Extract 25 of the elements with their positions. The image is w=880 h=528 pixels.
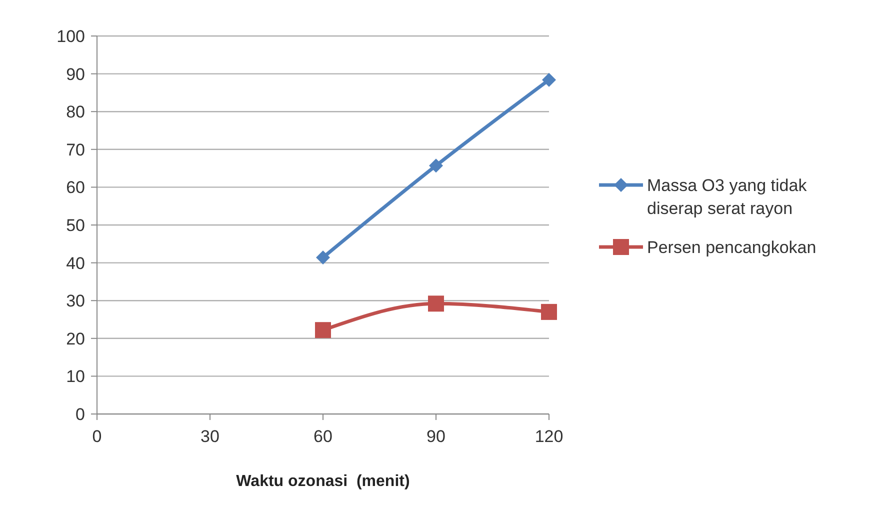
point	[429, 158, 443, 173]
point	[316, 250, 330, 265]
y-tick-label: 100	[56, 26, 85, 46]
point	[542, 72, 556, 87]
y-tick-label: 10	[66, 367, 85, 386]
x-tick-label: 90	[426, 427, 446, 446]
legend-label: Persen pencangkokan	[647, 238, 816, 257]
y-tick-label: 40	[66, 254, 85, 273]
y-tick-label: 20	[66, 329, 85, 348]
y-tick-label: 30	[66, 292, 85, 311]
x-tick-label: 30	[200, 427, 220, 446]
x-tick-label: 60	[314, 427, 332, 446]
point	[541, 304, 557, 320]
point	[428, 296, 444, 312]
y-tick-label: 60	[66, 178, 85, 198]
y-tick-label: 70	[66, 140, 85, 160]
y-tick-label: 0	[76, 404, 85, 424]
x-tick-label: 120	[534, 427, 564, 446]
y-tick-label: 90	[66, 64, 85, 84]
point	[315, 322, 331, 338]
x-tick-label: 0	[92, 427, 102, 446]
y-tick-label: 50	[66, 216, 85, 235]
legend-label: Massa O3 yang tidak diserap serat rayon	[647, 176, 808, 218]
y-tick-label: 80	[66, 102, 85, 122]
x-axis-title: Waktu ozonasi (menit)	[236, 473, 410, 490]
